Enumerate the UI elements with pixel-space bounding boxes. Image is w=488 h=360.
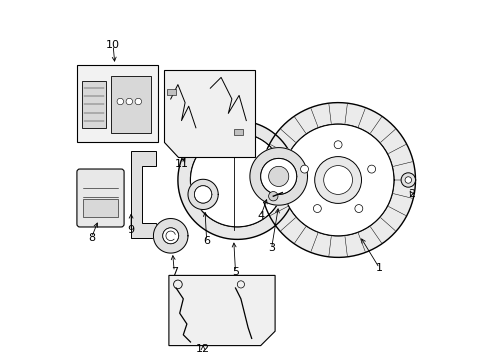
Circle shape [190,133,284,227]
Bar [83,199,117,217]
Circle shape [354,204,362,212]
Bar [111,76,151,133]
Circle shape [194,186,211,203]
Circle shape [282,124,393,236]
Circle shape [163,228,178,244]
Circle shape [314,157,361,203]
Bar [82,81,106,128]
Text: 4: 4 [257,211,264,221]
Circle shape [333,141,342,149]
Polygon shape [153,219,187,253]
Polygon shape [178,121,296,239]
Circle shape [268,192,277,201]
Text: 6: 6 [203,236,210,246]
Text: 2: 2 [407,189,415,199]
Text: 7: 7 [170,267,178,277]
Circle shape [404,177,411,183]
Text: 9: 9 [127,225,134,235]
Polygon shape [168,275,275,346]
Circle shape [260,158,296,194]
Circle shape [268,166,288,186]
Circle shape [117,98,123,105]
Bar [77,65,158,142]
Text: 5: 5 [231,267,239,277]
Polygon shape [249,148,307,205]
Polygon shape [131,151,156,238]
Polygon shape [260,103,415,257]
Bar [167,89,176,95]
Circle shape [313,204,321,212]
Text: 11: 11 [174,159,188,169]
Circle shape [367,165,375,173]
Polygon shape [187,179,218,210]
FancyBboxPatch shape [77,169,124,227]
Polygon shape [163,70,255,157]
Bar [233,129,242,135]
Text: 12: 12 [196,344,210,354]
Circle shape [126,98,132,105]
Text: 10: 10 [106,40,120,50]
Text: 1: 1 [375,263,382,273]
Circle shape [400,173,415,187]
Circle shape [135,98,141,105]
Circle shape [300,165,308,173]
Text: 8: 8 [88,233,95,243]
Circle shape [323,166,352,194]
Text: 3: 3 [267,243,274,253]
